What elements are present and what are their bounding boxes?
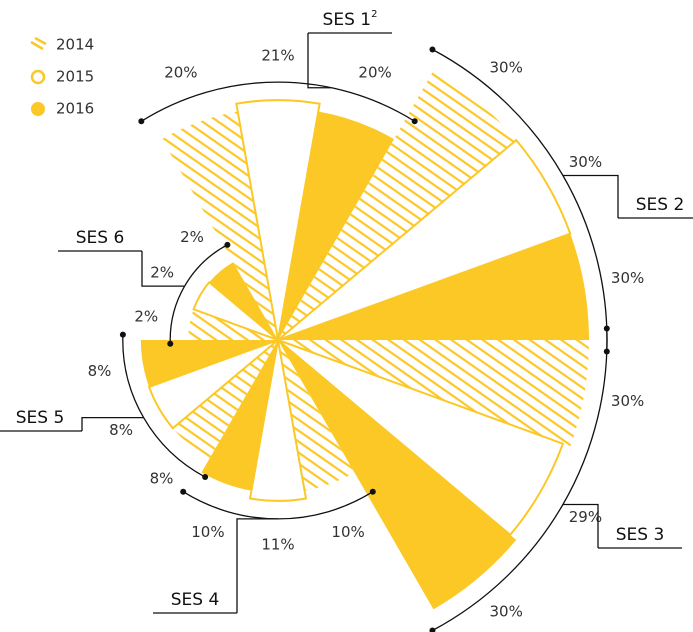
label-connector — [141, 251, 185, 287]
value-label: 30% — [490, 59, 523, 77]
label-connector — [562, 174, 619, 218]
arc-end — [119, 331, 126, 338]
arc-end — [429, 627, 436, 632]
group-label: SES 2 — [636, 195, 685, 215]
group-label: SES 5 — [16, 408, 65, 428]
group-label: SES 12 — [323, 9, 378, 30]
group-arc — [122, 334, 206, 478]
value-label: 2% — [180, 228, 204, 246]
arc-end — [369, 488, 376, 495]
wedge — [278, 340, 517, 610]
wedge — [278, 111, 394, 341]
label-connector — [236, 518, 278, 613]
wedge — [248, 339, 308, 502]
value-label: 11% — [261, 535, 294, 553]
value-label: 29% — [569, 508, 602, 526]
group-arc — [169, 244, 228, 344]
value-label: 20% — [358, 64, 391, 82]
superscript: 2 — [371, 9, 377, 20]
value-label: 30% — [490, 602, 523, 620]
value-label: 10% — [191, 523, 224, 541]
value-label: 8% — [109, 421, 133, 439]
group-arc — [432, 328, 608, 632]
arc-end — [224, 241, 231, 248]
wedge — [209, 262, 278, 340]
arc-end — [429, 46, 436, 53]
arc-end — [411, 118, 418, 125]
value-label: 30% — [611, 269, 644, 287]
wedge — [172, 340, 278, 459]
value-label: 2% — [134, 307, 158, 325]
value-label: 30% — [569, 153, 602, 171]
arc-end — [180, 488, 187, 495]
group-label: SES 4 — [171, 590, 220, 610]
group-label: SES 3 — [616, 525, 665, 545]
wedge — [278, 70, 517, 340]
legend-icon — [34, 36, 47, 46]
label-connector — [307, 33, 332, 89]
group-arc — [140, 81, 416, 122]
value-label: 2% — [150, 264, 174, 282]
value-label: 8% — [88, 362, 112, 380]
legend-icon — [31, 102, 45, 116]
arc-end — [167, 340, 174, 347]
legend-icon — [30, 69, 46, 85]
wedge — [192, 280, 279, 341]
wedge — [278, 340, 589, 447]
value-label: 30% — [611, 392, 644, 410]
group-label: SES 6 — [76, 228, 125, 248]
wedge — [140, 340, 278, 387]
value-label: 21% — [261, 47, 294, 65]
value-label: 10% — [331, 523, 364, 541]
legend-label: 2016 — [56, 100, 94, 118]
wedge — [147, 339, 279, 430]
wedge — [278, 233, 589, 340]
arc-end — [603, 325, 610, 332]
legend-label: 2015 — [56, 68, 94, 86]
wedge — [278, 340, 355, 491]
wedge — [277, 138, 572, 341]
arc-end — [202, 474, 209, 481]
wedge — [162, 111, 278, 341]
legend-icon — [30, 40, 44, 51]
group-arc — [432, 48, 608, 352]
wedge — [277, 339, 565, 537]
arc-end — [138, 118, 145, 125]
wedge — [201, 340, 278, 491]
label-connector — [81, 416, 144, 431]
value-label: 8% — [150, 469, 174, 487]
legend-label: 2014 — [56, 36, 94, 54]
label-connector — [562, 503, 599, 548]
value-label: 20% — [164, 64, 197, 82]
wedge — [235, 99, 321, 341]
